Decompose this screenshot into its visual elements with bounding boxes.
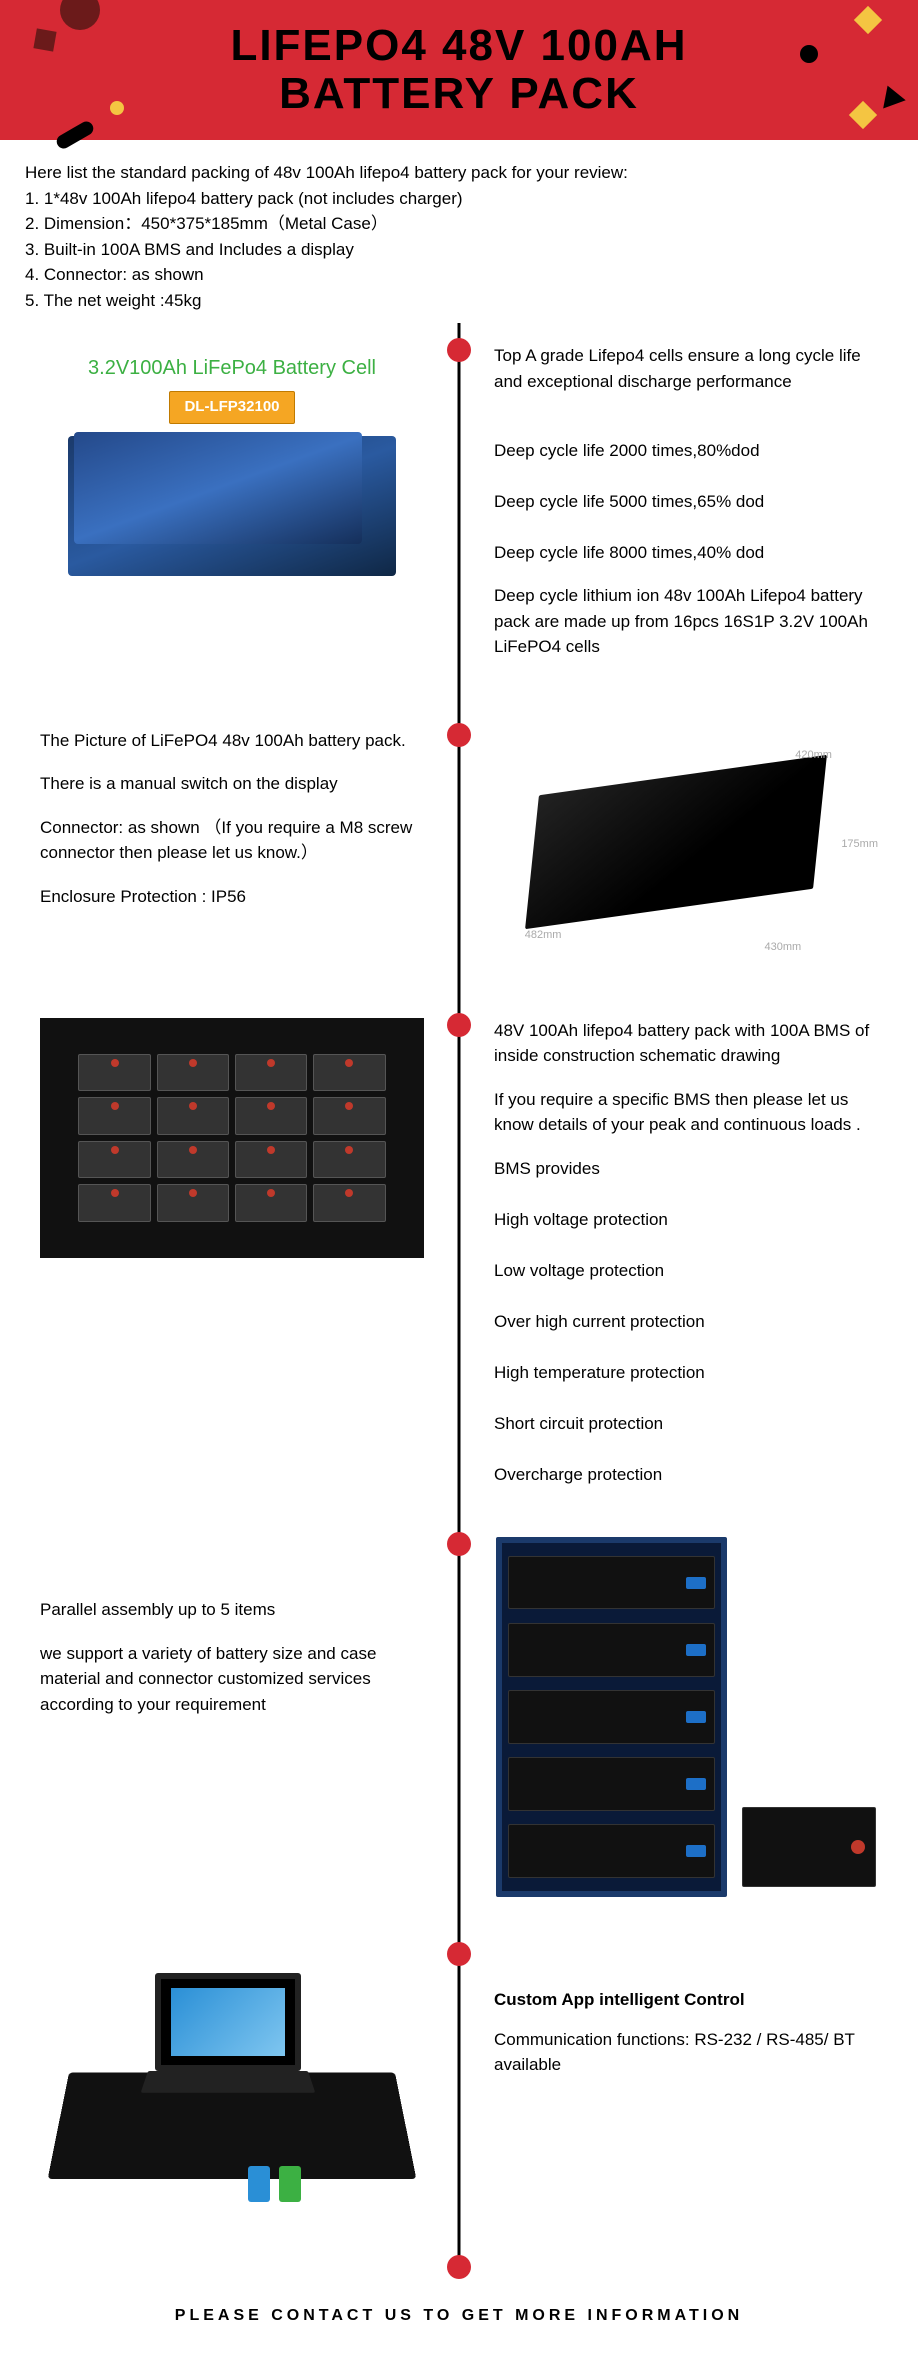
pack-image-col: 420mm 175mm 430mm 482mm bbox=[459, 728, 898, 968]
rack-stack-image bbox=[494, 1537, 878, 1897]
timeline-row: 48V 100Ah lifepo4 battery pack with 100A… bbox=[20, 998, 898, 1518]
battery-pack-image: 420mm 175mm 430mm 482mm bbox=[494, 728, 878, 968]
deco-square-icon bbox=[33, 28, 56, 51]
intro-item: 1. 1*48v 100Ah lifepo4 battery pack (not… bbox=[25, 186, 893, 212]
text-block: Communication functions: RS-232 / RS-485… bbox=[494, 2027, 878, 2078]
deco-triangle-icon bbox=[876, 81, 905, 108]
pack-text-col: The Picture of LiFePO4 48v 100Ah battery… bbox=[20, 728, 459, 968]
cell-image-col: 3.2V100Ah LiFePo4 Battery Cell DL-LFP321… bbox=[20, 343, 459, 678]
cycle-life-block: Deep cycle life 2000 times,80%dod Deep c… bbox=[494, 412, 878, 565]
intro-item: 5. The net weight :45kg bbox=[25, 288, 893, 314]
timeline: 3.2V100Ah LiFePo4 Battery Cell DL-LFP321… bbox=[0, 323, 918, 2267]
rack-frame bbox=[496, 1537, 726, 1897]
bms-text-col: 48V 100Ah lifepo4 battery pack with 100A… bbox=[459, 1018, 898, 1488]
dim-label: 175mm bbox=[841, 836, 878, 853]
internal-construction-image bbox=[40, 1018, 424, 1258]
cycle-line: Deep cycle life 5000 times,65% dod bbox=[494, 492, 764, 511]
text-block: Connector: as shown （If you require a M8… bbox=[40, 815, 424, 866]
cell-text-col: Top A grade Lifepo4 cells ensure a long … bbox=[459, 343, 898, 678]
internal-image-col bbox=[20, 1018, 459, 1488]
parallel-text-col: Parallel assembly up to 5 items we suppo… bbox=[20, 1537, 459, 1897]
connector-green-icon bbox=[279, 2166, 301, 2202]
intro-block: Here list the standard packing of 48v 10… bbox=[0, 140, 918, 323]
text-block: The Picture of LiFePO4 48v 100Ah battery… bbox=[40, 728, 424, 754]
bms-item: Short circuit protection bbox=[494, 1414, 663, 1433]
section-heading: Custom App intelligent Control bbox=[494, 1987, 878, 2013]
cycle-line: Deep cycle life 8000 times,40% dod bbox=[494, 543, 764, 562]
deco-diamond-icon bbox=[854, 6, 882, 34]
text-block: Deep cycle lithium ion 48v 100Ah Lifepo4… bbox=[494, 583, 878, 660]
intro-item: 2. Dimension：450*375*185mm（Metal Case） bbox=[25, 211, 893, 237]
dim-label: 482mm bbox=[525, 927, 562, 944]
text-block: we support a variety of battery size and… bbox=[40, 1641, 424, 1718]
intro-lead: Here list the standard packing of 48v 10… bbox=[25, 160, 893, 186]
app-control-image bbox=[40, 1947, 424, 2207]
bms-item: Over high current protection bbox=[494, 1312, 705, 1331]
deco-diamond-icon bbox=[849, 101, 877, 129]
footer-cta: PLEASE CONTACT US TO GET MORE INFORMATIO… bbox=[0, 2267, 918, 2355]
bms-list: High voltage protection Low voltage prot… bbox=[494, 1181, 878, 1487]
bms-item: High voltage protection bbox=[494, 1210, 668, 1229]
cell-title: 3.2V100Ah LiFePo4 Battery Cell bbox=[88, 353, 376, 383]
dim-label: 430mm bbox=[765, 939, 802, 956]
parallel-image-col bbox=[459, 1537, 898, 1897]
timeline-row: 3.2V100Ah LiFePo4 Battery Cell DL-LFP321… bbox=[20, 323, 898, 708]
deco-dot-icon bbox=[110, 101, 124, 115]
deco-dot-icon bbox=[800, 45, 818, 63]
timeline-dot-icon bbox=[447, 723, 471, 747]
cell-model-badge: DL-LFP32100 bbox=[169, 391, 294, 424]
timeline-row: The Picture of LiFePO4 48v 100Ah battery… bbox=[20, 708, 898, 998]
dim-label: 420mm bbox=[795, 747, 832, 764]
text-block: There is a manual switch on the display bbox=[40, 771, 424, 797]
timeline-row: Custom App intelligent Control Communica… bbox=[20, 1927, 898, 2267]
intro-item: 3. Built-in 100A BMS and Includes a disp… bbox=[25, 237, 893, 263]
app-image-col bbox=[20, 1947, 459, 2207]
timeline-dot-icon bbox=[447, 338, 471, 362]
bms-item: Low voltage protection bbox=[494, 1261, 664, 1280]
deco-circle-icon bbox=[60, 0, 100, 30]
text-block: Parallel assembly up to 5 items bbox=[40, 1597, 424, 1623]
header-banner: LIFEPO4 48V 100AH BATTERY PACK bbox=[0, 0, 918, 140]
app-text-col: Custom App intelligent Control Communica… bbox=[459, 1947, 898, 2207]
timeline-row: Parallel assembly up to 5 items we suppo… bbox=[20, 1517, 898, 1927]
bms-item: High temperature protection bbox=[494, 1363, 705, 1382]
page-title: LIFEPO4 48V 100AH BATTERY PACK bbox=[230, 22, 687, 119]
connector-blue-icon bbox=[248, 2166, 270, 2202]
text-block: If you require a specific BMS then pleas… bbox=[494, 1087, 878, 1138]
text-block: 48V 100Ah lifepo4 battery pack with 100A… bbox=[494, 1018, 878, 1069]
text-block: Top A grade Lifepo4 cells ensure a long … bbox=[494, 343, 878, 394]
intro-item: 4. Connector: as shown bbox=[25, 262, 893, 288]
timeline-dot-icon bbox=[447, 1013, 471, 1037]
timeline-end-dot-icon bbox=[447, 2255, 471, 2279]
bms-item: Overcharge protection bbox=[494, 1465, 662, 1484]
cycle-line: Deep cycle life 2000 times,80%dod bbox=[494, 441, 760, 460]
battery-cell-image: 3.2V100Ah LiFePo4 Battery Cell DL-LFP321… bbox=[40, 343, 424, 586]
standalone-unit bbox=[742, 1807, 876, 1887]
text-block: Enclosure Protection : IP56 bbox=[40, 884, 424, 910]
cell-drawing bbox=[68, 436, 396, 576]
timeline-dot-icon bbox=[447, 1942, 471, 1966]
timeline-dot-icon bbox=[447, 1532, 471, 1556]
bms-heading: BMS provides bbox=[494, 1156, 878, 1182]
